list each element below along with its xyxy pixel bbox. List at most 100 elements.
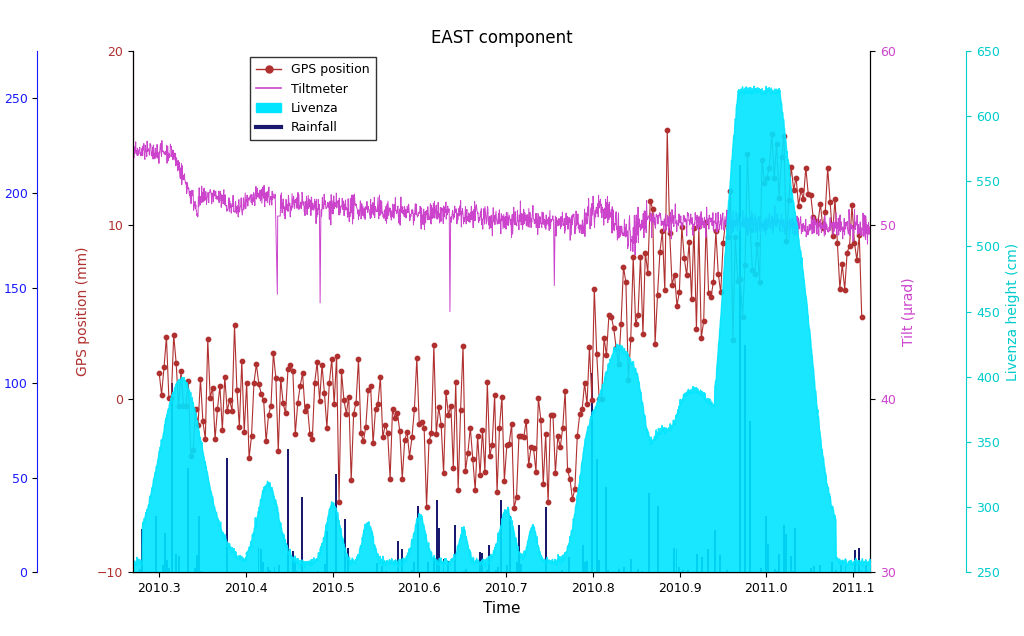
Point — [435, 468, 452, 478]
Point — [219, 406, 236, 416]
Point — [586, 284, 602, 294]
Point — [316, 389, 333, 399]
Bar — [479, 552, 481, 572]
Point — [283, 359, 299, 370]
Point — [651, 247, 668, 257]
Point — [428, 429, 444, 439]
Bar — [397, 541, 398, 572]
Point — [391, 426, 408, 436]
Bar — [301, 497, 303, 572]
Point — [647, 339, 664, 349]
Bar — [481, 553, 483, 572]
Point — [826, 193, 843, 204]
Bar — [442, 559, 444, 572]
Point — [511, 431, 527, 441]
Point — [598, 350, 614, 360]
Bar — [623, 567, 625, 572]
Bar — [376, 563, 378, 572]
Point — [739, 149, 756, 159]
Point — [462, 422, 478, 432]
Point — [318, 423, 335, 433]
Point — [214, 425, 230, 435]
Bar — [225, 458, 227, 572]
Point — [396, 435, 413, 445]
Point — [555, 423, 571, 433]
Point — [527, 467, 544, 477]
Point — [251, 379, 267, 389]
Point — [380, 428, 396, 438]
Point — [270, 446, 287, 456]
Point — [662, 228, 678, 238]
Point — [467, 485, 483, 495]
Point — [382, 473, 398, 483]
Point — [368, 404, 384, 415]
Point — [365, 438, 381, 448]
Point — [656, 286, 673, 296]
Bar — [795, 528, 797, 572]
Point — [362, 381, 379, 391]
Point — [151, 368, 167, 378]
Point — [326, 399, 342, 410]
Point — [306, 378, 323, 388]
Point — [226, 321, 243, 331]
Legend: GPS position, Tiltmeter, Livenza, Rainfall: GPS position, Tiltmeter, Livenza, Rainfa… — [250, 57, 376, 141]
Point — [615, 262, 632, 272]
Bar — [435, 501, 437, 572]
Point — [313, 360, 330, 370]
Point — [453, 405, 469, 415]
Point — [649, 290, 666, 300]
Bar — [269, 570, 271, 572]
Point — [796, 194, 812, 204]
Point — [610, 359, 627, 370]
Bar — [495, 570, 497, 572]
Point — [253, 389, 269, 399]
Bar — [381, 565, 383, 572]
Point — [343, 475, 359, 485]
Bar — [774, 569, 776, 572]
Bar — [682, 570, 684, 572]
Point — [241, 453, 257, 463]
Bar — [596, 459, 598, 572]
Bar — [201, 570, 203, 572]
Point — [159, 332, 175, 342]
Point — [669, 301, 685, 311]
Point — [472, 470, 488, 480]
Point — [154, 390, 170, 400]
Bar — [273, 567, 275, 572]
Point — [759, 172, 775, 183]
Title: EAST component: EAST component — [431, 29, 572, 46]
Bar — [561, 570, 563, 572]
Bar — [162, 565, 164, 572]
Point — [746, 269, 763, 279]
Point — [513, 431, 529, 441]
Point — [793, 185, 809, 195]
Point — [267, 373, 284, 383]
Point — [324, 354, 340, 364]
Bar — [509, 516, 511, 572]
Point — [676, 253, 692, 263]
Point — [212, 381, 228, 391]
Bar — [760, 568, 762, 572]
Bar — [488, 545, 490, 572]
Bar — [465, 569, 467, 572]
Point — [370, 399, 386, 409]
Point — [773, 153, 790, 163]
Bar — [546, 507, 547, 572]
Point — [322, 378, 338, 389]
Bar — [673, 548, 675, 572]
Point — [389, 408, 406, 418]
Bar — [785, 534, 787, 572]
Point — [329, 350, 345, 361]
Bar — [630, 559, 632, 572]
Point — [574, 404, 591, 415]
Bar — [507, 565, 509, 572]
Point — [632, 251, 648, 261]
Bar — [498, 567, 500, 572]
Point — [345, 409, 361, 419]
Point — [591, 394, 607, 404]
Point — [605, 323, 622, 333]
Bar — [767, 544, 769, 572]
Point — [566, 484, 583, 494]
Point — [484, 439, 501, 450]
Point — [778, 236, 795, 246]
